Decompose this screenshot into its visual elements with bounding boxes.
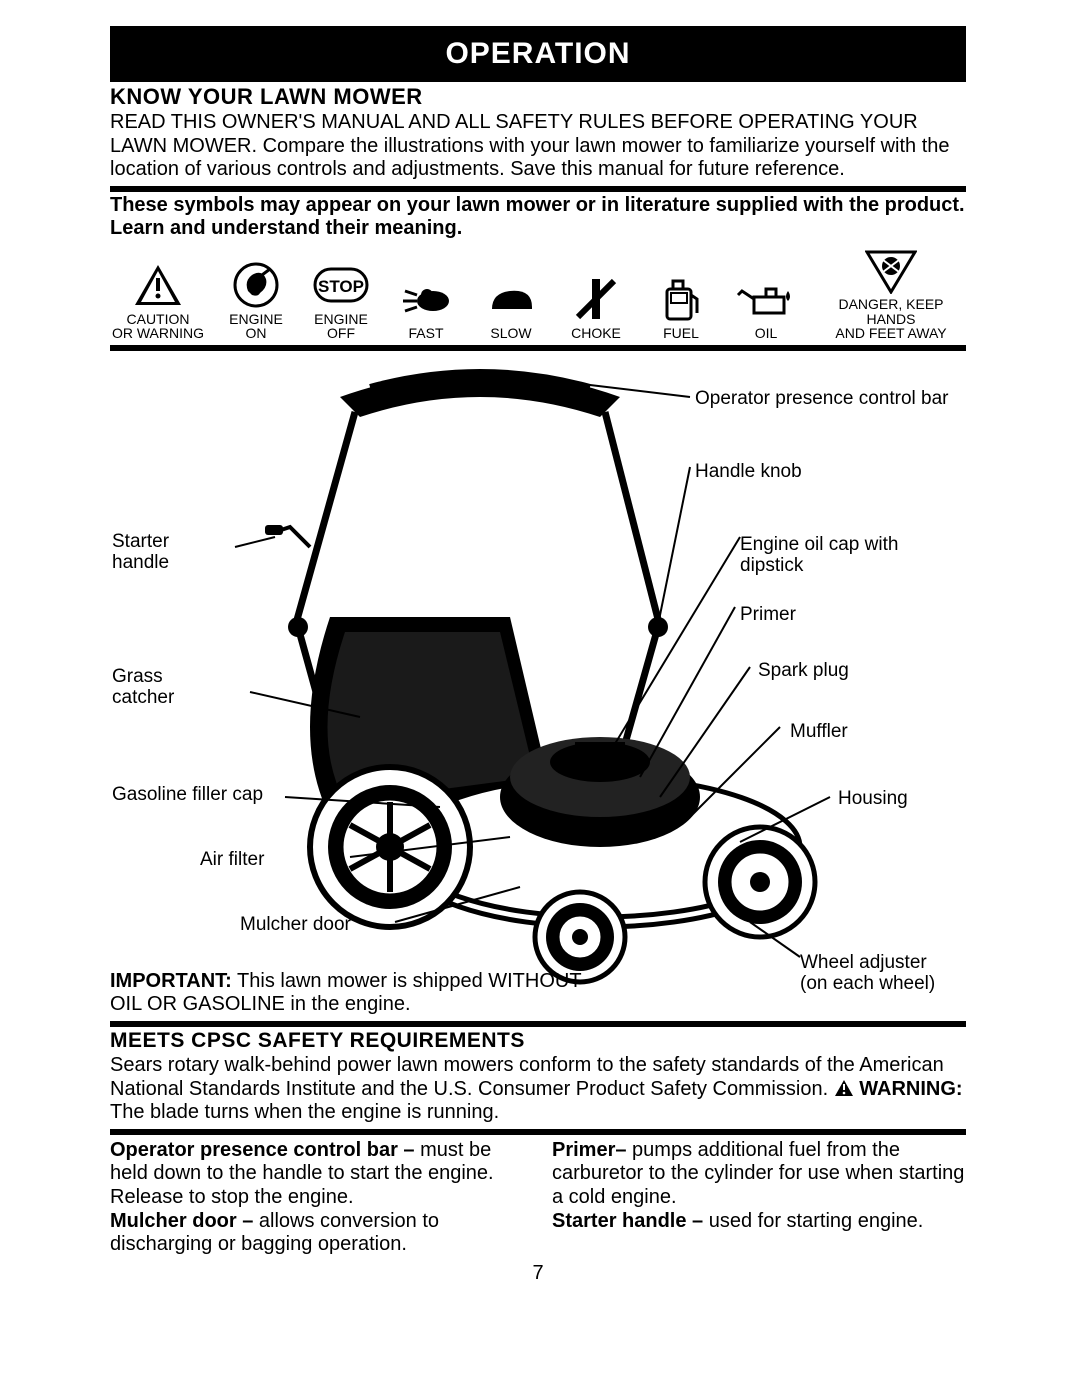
sym-label: DANGER, KEEP HANDS — [816, 297, 966, 326]
callout-grass: Grass catcher — [112, 667, 174, 709]
symbol-engine-on: ENGINE ON — [221, 260, 291, 341]
choke-icon — [572, 274, 620, 324]
callout-housing: Housing — [838, 789, 908, 810]
callout-text: catcher — [112, 687, 174, 708]
cpsc-text: Sears rotary walk-behind power lawn mowe… — [110, 1054, 944, 1100]
symbol-oil: OIL — [731, 274, 801, 341]
svg-text:STOP: STOP — [318, 277, 364, 296]
sym-label: FAST — [408, 326, 443, 341]
symbol-caution: CAUTION OR WARNING — [110, 260, 206, 341]
sym-label: CAUTION — [127, 312, 190, 327]
def-primer-lead: Primer– — [552, 1139, 627, 1161]
symbol-fast: FAST — [391, 274, 461, 341]
definitions: Operator presence control bar – must be … — [110, 1139, 966, 1257]
sym-label: OFF — [327, 326, 355, 341]
caution-icon — [133, 260, 183, 310]
sym-label: ENGINE — [229, 312, 283, 327]
sym-label: FUEL — [663, 326, 699, 341]
sym-label: OIL — [755, 326, 778, 341]
def-col-left: Operator presence control bar – must be … — [110, 1139, 524, 1257]
symbol-engine-off: STOP ENGINE OFF — [306, 260, 376, 341]
page-container: OPERATION KNOW YOUR LAWN MOWER READ THIS… — [110, 26, 966, 1257]
slow-icon — [482, 274, 540, 324]
divider-2 — [110, 345, 966, 351]
page-number: 7 — [532, 1262, 543, 1285]
danger-icon — [865, 245, 917, 295]
callout-air-filter: Air filter — [200, 850, 264, 871]
callout-text: Grass — [112, 666, 163, 687]
symbol-choke: CHOKE — [561, 274, 631, 341]
important-note: IMPORTANT: This lawn mower is shipped WI… — [110, 970, 600, 1017]
divider-3 — [110, 1021, 966, 1027]
sym-label: ON — [246, 326, 267, 341]
sym-label: SLOW — [490, 326, 531, 341]
callout-text: handle — [112, 552, 169, 573]
callout-muffler: Muffler — [790, 722, 848, 743]
divider-4 — [110, 1129, 966, 1135]
sym-label: OR WARNING — [112, 326, 204, 341]
know-heading: KNOW YOUR LAWN MOWER — [110, 84, 966, 110]
def-starter-text: used for starting engine. — [703, 1210, 923, 1232]
callout-spark: Spark plug — [758, 661, 849, 682]
sym-label: CHOKE — [571, 326, 621, 341]
def-op-lead: Operator presence control bar – — [110, 1139, 415, 1161]
callout-oil-cap: Engine oil cap with dipstick — [740, 535, 966, 577]
warning-lead: WARNING: — [859, 1078, 962, 1100]
cpsc-heading: MEETS CPSC SAFETY REQUIREMENTS — [110, 1029, 966, 1053]
callout-text: Starter — [112, 531, 169, 552]
oil-icon — [736, 274, 796, 324]
sym-label: AND FEET AWAY — [835, 326, 946, 341]
divider-1 — [110, 186, 966, 192]
callout-text: Wheel adjuster — [800, 952, 927, 973]
callout-gas-cap: Gasoline filler cap — [112, 785, 263, 806]
fuel-icon — [659, 274, 703, 324]
engine-on-icon — [232, 260, 280, 310]
def-starter-lead: Starter handle – — [552, 1210, 703, 1232]
callout-text: (on each wheel) — [800, 973, 935, 994]
mower-diagram: Operator presence control bar Handle kno… — [110, 357, 966, 1017]
callout-mulcher: Mulcher door — [240, 915, 351, 936]
operation-banner: OPERATION — [110, 26, 966, 82]
warning-text: The blade turns when the engine is runni… — [110, 1101, 499, 1123]
symbols-row: CAUTION OR WARNING ENGINE ON STOP ENGINE… — [110, 245, 966, 341]
def-mulcher-lead: Mulcher door – — [110, 1210, 253, 1232]
symbol-fuel: FUEL — [646, 274, 716, 341]
know-intro: READ THIS OWNER'S MANUAL AND ALL SAFETY … — [110, 111, 966, 182]
engine-off-icon: STOP — [313, 260, 369, 310]
callout-op-bar: Operator presence control bar — [695, 389, 948, 410]
def-col-right: Primer– pumps additional fuel from the c… — [552, 1139, 966, 1257]
callout-handle-knob: Handle knob — [695, 462, 802, 483]
symbol-slow: SLOW — [476, 274, 546, 341]
callout-starter: Starter handle — [112, 532, 169, 574]
banner-title: OPERATION — [445, 37, 630, 71]
cpsc-para: Sears rotary walk-behind power lawn mowe… — [110, 1054, 966, 1125]
symbols-note: These symbols may appear on your lawn mo… — [110, 194, 966, 241]
sym-label: ENGINE — [314, 312, 368, 327]
fast-icon — [397, 274, 455, 324]
callout-wheel-adj: Wheel adjuster (on each wheel) — [800, 953, 935, 995]
callout-primer: Primer — [740, 605, 796, 626]
warning-triangle-icon — [834, 1079, 854, 1097]
symbol-danger: DANGER, KEEP HANDS AND FEET AWAY — [816, 245, 966, 341]
important-lead: IMPORTANT: — [110, 970, 232, 992]
